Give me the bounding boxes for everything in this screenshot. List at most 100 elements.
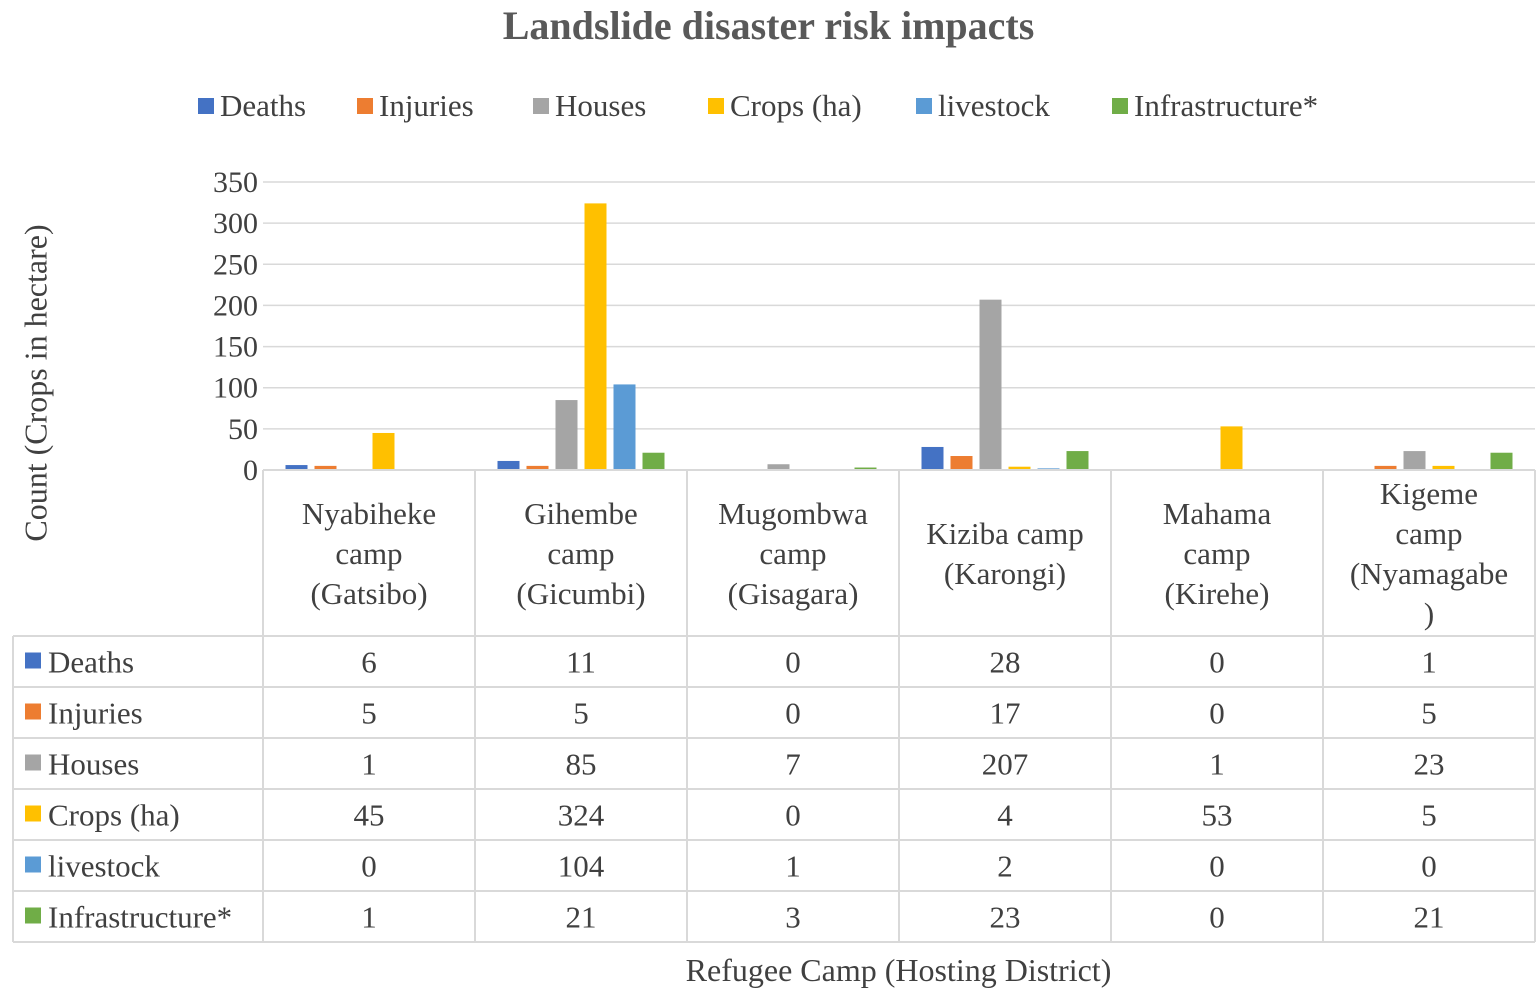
- data-table-value: 0: [361, 849, 377, 884]
- legend-label: Houses: [555, 88, 647, 123]
- row-legend-key: [25, 652, 41, 669]
- bar: [1374, 465, 1397, 470]
- y-tick-label: 200: [213, 289, 258, 322]
- category-label-line: Mahama: [1163, 496, 1272, 531]
- data-table-value: 21: [1414, 900, 1445, 935]
- data-table-value: 4: [997, 798, 1013, 833]
- bar: [979, 299, 1002, 470]
- category-label-line: (Nyamagabe: [1350, 556, 1508, 591]
- row-label: Deaths: [48, 645, 134, 680]
- bar: [613, 384, 636, 470]
- category-label-line: camp: [335, 536, 402, 571]
- category-label-line: Mugombwa: [718, 496, 868, 531]
- data-table-value: 45: [354, 798, 385, 833]
- x-axis-label: Refugee Camp (Hosting District): [685, 952, 1112, 988]
- row-legend-key: [25, 703, 41, 720]
- legend-item: Crops (ha): [708, 88, 862, 124]
- row-label: Injuries: [48, 696, 143, 731]
- category-label-line: (Gatsibo): [310, 576, 427, 611]
- data-table-value: 1: [361, 900, 377, 935]
- data-table-value: 21: [566, 900, 597, 935]
- bar: [584, 203, 607, 470]
- data-table-value: 0: [785, 645, 801, 680]
- data-table-value: 28: [990, 645, 1021, 680]
- category-label: Kigeme camp (Nyamagabe): [1350, 476, 1508, 631]
- category-label-line: (Karongi): [944, 556, 1066, 591]
- y-tick-label: 150: [213, 331, 258, 364]
- data-table-value: 104: [558, 849, 605, 884]
- category-label: Gihembe camp (Gicumbi): [516, 496, 645, 611]
- legend-label: Injuries: [379, 88, 474, 123]
- data-table-value: 5: [1421, 798, 1437, 833]
- y-tick-label: 250: [213, 248, 258, 281]
- category-label-line: camp: [759, 536, 826, 571]
- legend-swatch: [198, 98, 214, 114]
- data-table-value: 0: [1209, 696, 1225, 731]
- row-label: Houses: [48, 747, 139, 782]
- category-label: Kiziba camp (Karongi): [926, 516, 1084, 591]
- data-table-value: 7: [785, 747, 801, 782]
- category-label-line: ): [1424, 596, 1434, 631]
- chart-title: Landslide disaster risk impacts: [502, 3, 1035, 48]
- category-label-line: Gihembe: [524, 496, 638, 531]
- data-table-value: 5: [361, 696, 377, 731]
- y-tick-label: 300: [213, 207, 258, 240]
- category-label: Mugombwa camp (Gisagara): [718, 496, 868, 611]
- category-label-line: Nyabiheke: [302, 496, 436, 531]
- legend-label: Infrastructure*: [1134, 88, 1319, 123]
- data-table-value: 0: [1209, 645, 1225, 680]
- legend-label: Deaths: [220, 88, 307, 123]
- data-table-value: 1: [1209, 747, 1225, 782]
- category-label-line: camp: [1395, 516, 1462, 551]
- row-label: Infrastructure*: [48, 900, 232, 935]
- category-label-line: (Gicumbi): [516, 576, 645, 611]
- data-table-value: 3: [785, 900, 801, 935]
- data-table-value: 23: [1414, 747, 1445, 782]
- bar: [526, 465, 549, 470]
- data-table-value: 23: [990, 900, 1021, 935]
- data-table-value: 0: [1209, 849, 1225, 884]
- data-table-value: 2: [997, 849, 1013, 884]
- data-table-value: 6: [361, 645, 377, 680]
- bar: [314, 465, 337, 470]
- data-table-value: 85: [566, 747, 597, 782]
- legend-label: Crops (ha): [730, 88, 862, 123]
- bar: [1008, 466, 1031, 470]
- bar: [767, 464, 790, 470]
- data-table-value: 207: [982, 747, 1029, 782]
- category-label: Nyabiheke camp (Gatsibo): [302, 496, 436, 611]
- data-table-value: 324: [558, 798, 605, 833]
- legend-item: Infrastructure*: [1112, 88, 1318, 124]
- legend-item: Injuries: [357, 88, 474, 124]
- bar: [1432, 465, 1455, 470]
- category-label-line: Kigeme: [1380, 476, 1478, 511]
- bar: [497, 460, 520, 470]
- category-label-line: Kiziba camp: [926, 516, 1084, 551]
- data-table-value: 5: [573, 696, 589, 731]
- row-legend-key: [25, 907, 41, 924]
- row-label: livestock: [48, 849, 160, 884]
- data-table-value: 17: [990, 696, 1021, 731]
- y-tick-label: 350: [213, 166, 258, 199]
- legend-swatch: [916, 98, 932, 114]
- legend-item: livestock: [916, 88, 1050, 124]
- legend-item: Houses: [533, 88, 646, 124]
- legend-swatch: [357, 98, 373, 114]
- bar: [1403, 451, 1426, 470]
- bar: [950, 456, 973, 470]
- data-table-value: 0: [1421, 849, 1437, 884]
- row-label: Crops (ha): [48, 798, 180, 833]
- row-legend-key: [25, 856, 41, 873]
- legend-label: livestock: [938, 88, 1050, 123]
- category-label-line: (Kirehe): [1165, 576, 1270, 611]
- category-label-line: camp: [547, 536, 614, 571]
- legend-swatch: [1112, 98, 1128, 114]
- bar: [1490, 452, 1513, 470]
- category-label-line: camp: [1183, 536, 1250, 571]
- data-table-value: 1: [361, 747, 377, 782]
- data-table-value: 0: [1209, 900, 1225, 935]
- row-legend-key: [25, 754, 41, 771]
- data-table-value: 1: [1421, 645, 1437, 680]
- row-legend-key: [25, 805, 41, 822]
